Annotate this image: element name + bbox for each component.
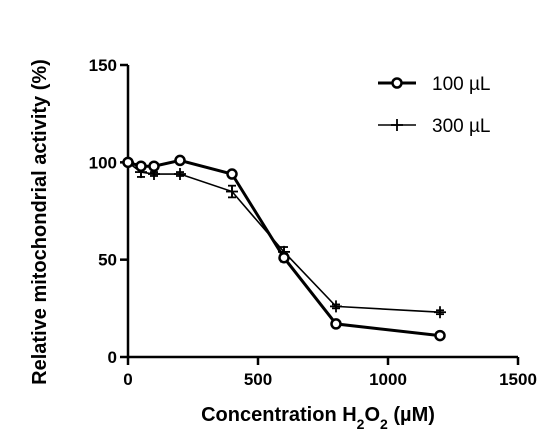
legend-marker xyxy=(391,77,403,89)
x-tick-label: 500 xyxy=(244,370,272,389)
data-point xyxy=(174,154,186,167)
data-point xyxy=(122,156,134,169)
x-axis-label: Concentration H2O2 (µM) xyxy=(201,404,435,432)
legend: 100 µL 300 µL xyxy=(378,74,491,137)
data-point xyxy=(434,306,446,319)
x-axis-label-suffix: (µM) xyxy=(388,404,435,426)
x-axis-label-prefix: Concentration H xyxy=(201,404,357,426)
legend-label: 300 µL xyxy=(432,116,491,137)
x-axis-label-sub2: 2 xyxy=(380,416,388,432)
data-point xyxy=(278,251,290,264)
data-point xyxy=(226,185,238,198)
data-point xyxy=(330,300,342,313)
x-tick-label: 1500 xyxy=(499,370,537,389)
legend-label: 100 µL xyxy=(432,74,491,95)
series-circle xyxy=(122,154,446,342)
data-point xyxy=(148,160,160,172)
data-point xyxy=(226,168,238,180)
y-tick-label: 100 xyxy=(89,153,117,172)
data-point xyxy=(135,160,147,172)
y-tick-label: 50 xyxy=(98,251,117,270)
series-layer xyxy=(122,154,446,342)
x-axis-label-sub1: 2 xyxy=(357,416,365,432)
legend-item: 100 µL xyxy=(378,74,491,95)
y-tick-label: 150 xyxy=(89,56,117,75)
data-point xyxy=(330,318,342,330)
x-tick-label: 0 xyxy=(123,370,132,389)
x-axis-label-mid: O xyxy=(364,404,380,426)
series-line xyxy=(127,161,441,314)
legend-item: 300 µL xyxy=(378,116,491,137)
y-axis-label: Relative mitochondrial activity (%) xyxy=(29,59,51,385)
y-tick-label: 0 xyxy=(108,348,117,367)
x-tick-label: 1000 xyxy=(369,370,407,389)
series-plus xyxy=(122,156,446,319)
data-point xyxy=(174,168,186,181)
data-point xyxy=(434,329,446,342)
legend-marker xyxy=(391,119,403,131)
